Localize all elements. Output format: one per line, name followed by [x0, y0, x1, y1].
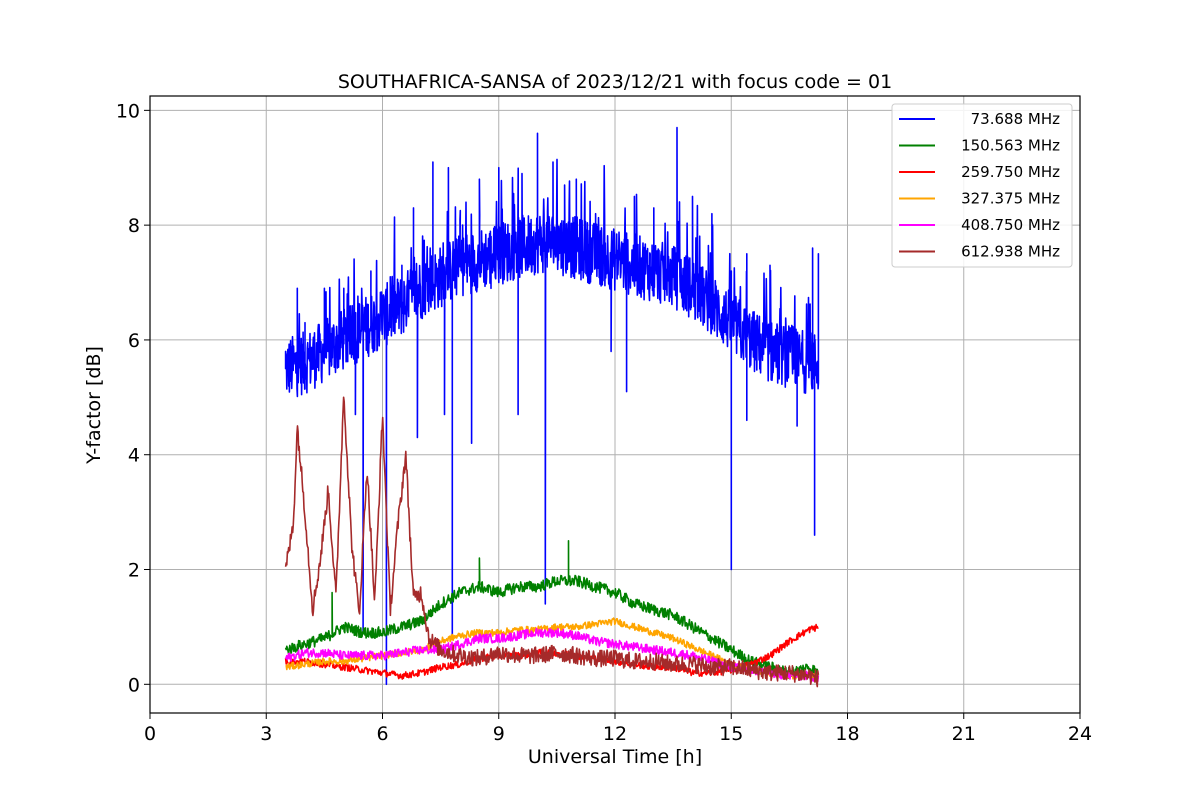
- y-axis-label: Y-factor [dB]: [83, 346, 105, 465]
- legend-box: [891, 103, 1073, 268]
- y-axis-ticks: 0 2 4 6 8 10: [116, 100, 150, 696]
- series-line-6: [284, 396, 820, 688]
- y-tick-label: 10: [116, 100, 140, 122]
- legend-label-1: 73.688 MHz: [971, 110, 1060, 128]
- x-axis-label: Universal Time [h]: [528, 746, 702, 768]
- legend-label-5: 408.750 MHz: [961, 216, 1060, 234]
- y-tick-label: 4: [128, 445, 140, 467]
- chart-title: SOUTHAFRICA-SANSA of 2023/12/21 with foc…: [338, 71, 892, 93]
- x-axis-ticks: 0 3 6 9 12 15 18 21 24: [144, 713, 1092, 745]
- y-tick-label: 0: [128, 674, 140, 696]
- x-tick-label: 6: [376, 723, 388, 745]
- series-group: [284, 126, 820, 688]
- legend-label-3: 259.750 MHz: [961, 163, 1060, 181]
- y-tick-label: 8: [128, 215, 140, 237]
- legend-label-6: 612.938 MHz: [961, 243, 1060, 261]
- x-tick-label: 0: [144, 723, 156, 745]
- y-tick-label: 2: [128, 560, 140, 582]
- x-tick-label: 9: [493, 723, 505, 745]
- x-tick-label: 18: [835, 723, 859, 745]
- x-tick-label: 15: [719, 723, 743, 745]
- x-tick-label: 12: [603, 723, 627, 745]
- x-tick-label: 3: [260, 723, 272, 745]
- legend: 73.688 MHz 150.563 MHz 259.750 MHz 327.375 …: [891, 103, 1073, 268]
- legend-label-2: 150.563 MHz: [961, 137, 1060, 155]
- series-line-2: [284, 540, 819, 679]
- y-tick-label: 6: [128, 330, 140, 352]
- legend-label-4: 327.375 MHz: [961, 190, 1060, 208]
- x-tick-label: 24: [1068, 723, 1092, 745]
- x-tick-label: 21: [952, 723, 976, 745]
- series-line-1: [284, 126, 820, 686]
